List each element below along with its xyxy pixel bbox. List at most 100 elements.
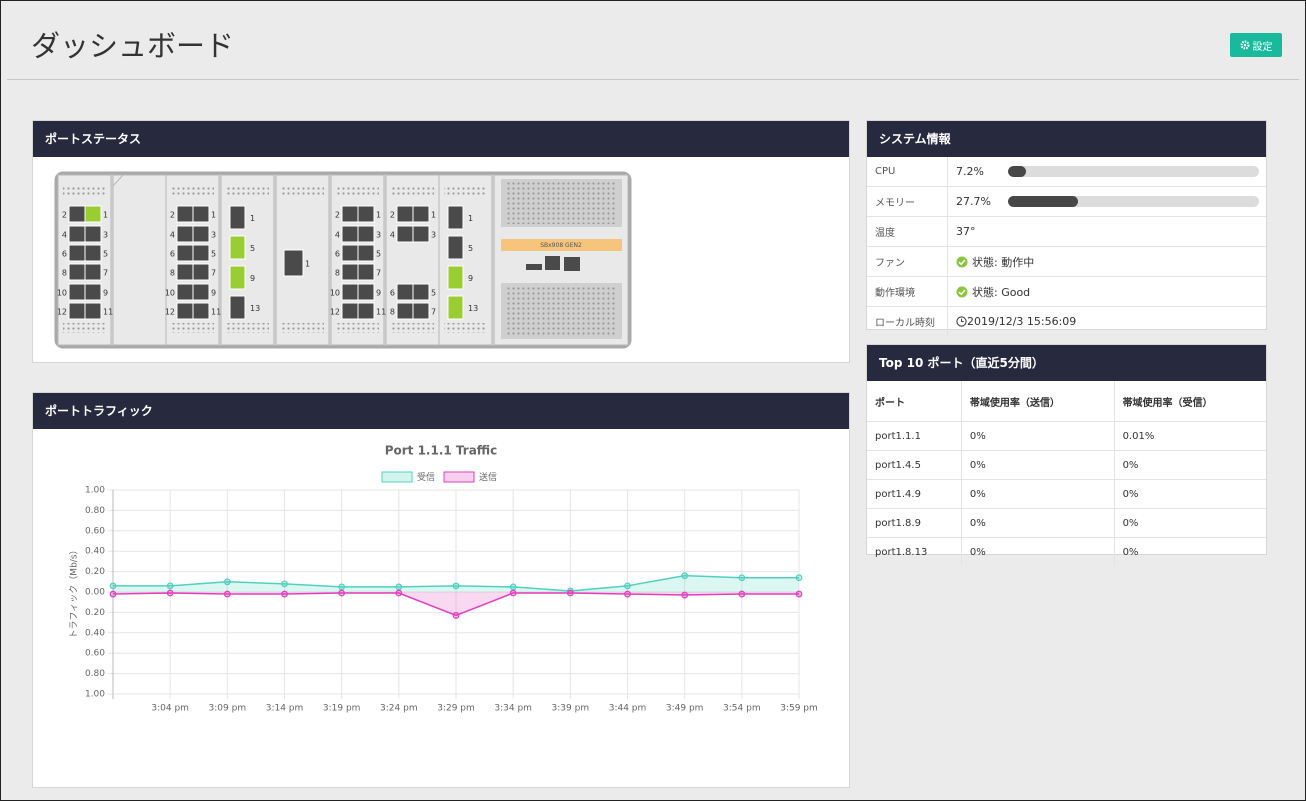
table-cell: 0% [961, 421, 1115, 451]
traffic-panel: ポートトラフィック Port 1.1.1 Traffic 受信 送信 トラフィック（M… [32, 392, 850, 788]
port-label: 1 [376, 211, 381, 220]
port-label: 3 [431, 231, 436, 240]
info-value: 37° [948, 225, 1266, 238]
settings-button[interactable]: 設定 [1230, 33, 1282, 57]
vent [171, 187, 214, 197]
port [412, 302, 430, 320]
panel-title: ポートトラフィック [45, 404, 153, 418]
y-tick-label: 0.60 [85, 649, 105, 659]
port-label: 3 [376, 231, 381, 240]
column-header: ポート [867, 381, 962, 422]
usage-track [1008, 196, 1259, 207]
data-point [681, 591, 689, 599]
vent [281, 323, 324, 333]
top10-table: ポート 帯域使用率（送信） 帯域使用率（受信） port1.1.1 0% 0.01% por… [867, 381, 1266, 566]
port [396, 302, 414, 320]
usage-track [1008, 166, 1259, 177]
port [192, 283, 210, 301]
info-row: 温度 37° [867, 217, 1266, 247]
port [229, 295, 246, 320]
x-tick-label: 3:44 pm [609, 704, 647, 714]
y-axis-label: トラフィック（Mb/s） [69, 545, 80, 638]
port-label: 1 [305, 260, 310, 269]
panel-header: Top 10 ポート（直近5分間） [867, 345, 1266, 381]
data-point [395, 583, 403, 591]
vent [63, 323, 106, 333]
info-row: ローカル時刻 2019/12/3 15:56:09 [867, 307, 1266, 336]
data-point [509, 589, 517, 597]
info-value: 2019/12/3 15:56:09 [948, 315, 1266, 328]
panel-title: ポートステータス [45, 132, 142, 146]
table-cell: port1.8.9 [867, 508, 962, 538]
legend-swatch [381, 471, 413, 483]
controller-label-bg [501, 239, 622, 251]
table-cell: port1.4.9 [867, 479, 962, 509]
port-label: 1 [468, 214, 473, 223]
settings-label: 設定 [1252, 41, 1273, 53]
port [357, 225, 375, 243]
info-label: ファン [867, 247, 948, 276]
status-text: 状態: 動作中 [972, 255, 1035, 269]
table-row: port1.4.9 0% 0% [867, 479, 1266, 509]
port [283, 249, 304, 277]
port-label: 5 [103, 250, 108, 259]
port-label: 13 [468, 304, 478, 313]
port-label: 6 [170, 250, 175, 259]
table-cell: 0% [1114, 479, 1266, 509]
port-label: 11 [211, 308, 221, 317]
port [229, 265, 246, 290]
vent [506, 287, 617, 335]
chart-title: Port 1.1.1 Traffic [385, 444, 498, 458]
panel-title: Top 10 ポート（直近5分間） [879, 356, 1044, 370]
port [68, 283, 86, 301]
y-tick-label: 0.20 [85, 608, 105, 618]
port [68, 263, 86, 281]
port [192, 302, 210, 320]
table-row: port1.1.1 0% 0.01% [867, 421, 1266, 451]
vent [391, 323, 434, 333]
data-point [338, 589, 346, 597]
port [396, 283, 414, 301]
port-label: 4 [335, 231, 340, 240]
port [447, 235, 464, 260]
data-point [681, 572, 689, 580]
connector [564, 257, 580, 271]
data-point [795, 590, 803, 598]
status-check [958, 288, 966, 295]
port [357, 205, 375, 223]
x-tick-label: 3:34 pm [494, 704, 532, 714]
module-edge [112, 174, 124, 187]
x-tick-label: 3:19 pm [323, 704, 361, 714]
status-dot [956, 256, 968, 267]
info-label: 温度 [867, 217, 948, 246]
vent [281, 187, 324, 197]
panel-header: ポートステータス [33, 121, 849, 157]
table-cell: 0% [961, 508, 1115, 538]
port [68, 302, 86, 320]
port [176, 263, 194, 281]
port-label: 12 [330, 308, 340, 317]
port [84, 244, 102, 262]
data-point [166, 582, 174, 590]
info-value: 状態: 動作中 [948, 254, 1266, 270]
x-tick-label: 3:14 pm [266, 704, 304, 714]
table-row: port1.8.9 0% 0% [867, 508, 1266, 538]
port-label: 10 [330, 289, 340, 298]
port-label: 9 [376, 289, 381, 298]
table-cell: port1.8.13 [867, 537, 962, 566]
port-label: 3 [103, 231, 108, 240]
port [412, 283, 430, 301]
port-label: 10 [165, 289, 175, 298]
info-text: 37° [956, 225, 976, 238]
top10-panel: Top 10 ポート（直近5分間） ポート 帯域使用率（送信） 帯域使用率（受信） p… [866, 344, 1267, 566]
port-label: 13 [250, 304, 260, 313]
panel-header: ポートトラフィック [33, 393, 849, 429]
legend-label: 受信 [417, 471, 435, 483]
y-tick-label: 1.00 [85, 486, 105, 496]
port [84, 302, 102, 320]
port-label: 4 [170, 231, 175, 240]
connector [526, 264, 542, 270]
data-point [738, 574, 746, 582]
port-label: 9 [468, 274, 473, 283]
